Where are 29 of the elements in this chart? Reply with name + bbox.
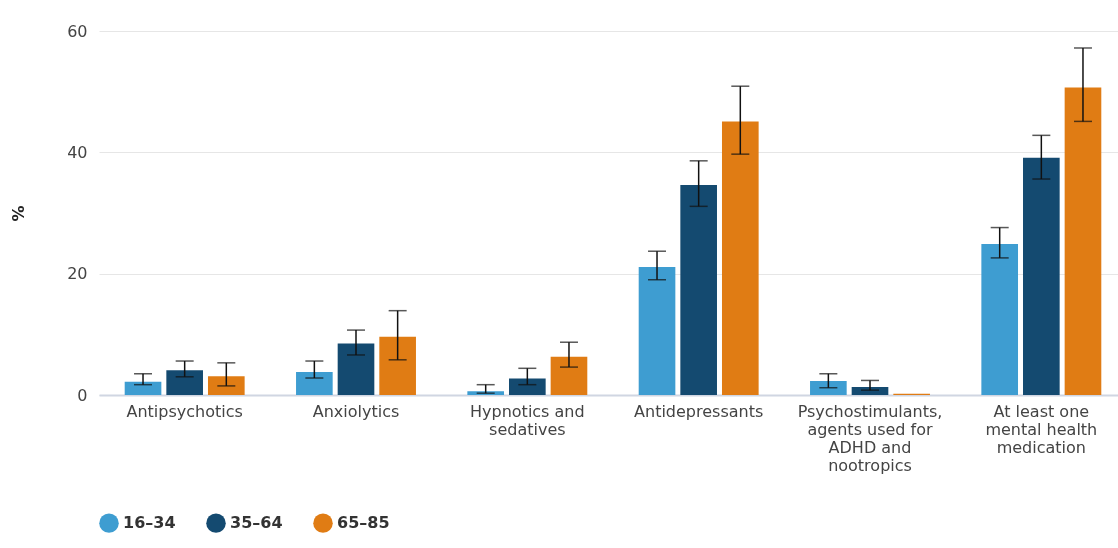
- x-tick-label: Hypnotics and sedatives: [470, 401, 585, 439]
- x-tick-label: Antidepressants: [634, 401, 764, 421]
- bar: [1023, 157, 1060, 395]
- legend-label: 35–64: [230, 513, 283, 533]
- bar: [207, 376, 245, 395]
- bar: [1064, 87, 1102, 395]
- bar: [550, 356, 588, 395]
- x-tick-label: At least one mental health medication: [985, 401, 1098, 457]
- bar: [638, 266, 676, 395]
- bar: [680, 185, 717, 395]
- bar: [721, 121, 759, 395]
- x-tick-label: Antipsychotics: [126, 401, 243, 421]
- bar: [379, 336, 416, 395]
- legend-label: 16–34: [123, 513, 176, 533]
- y-tick-label: 0: [77, 385, 88, 405]
- x-tick-label: Psychostimulants, agents used for ADHD and nootropics: [797, 401, 943, 475]
- y-tick-label: 60: [67, 21, 88, 41]
- y-tick-label: 40: [67, 142, 88, 162]
- bar: [124, 381, 162, 395]
- y-tick-label: 20: [67, 264, 88, 284]
- bar: [509, 378, 546, 395]
- bar: [981, 243, 1019, 395]
- bar: [337, 343, 375, 395]
- bar: [296, 371, 333, 395]
- bar: [166, 370, 203, 395]
- y-axis-title: %: [9, 205, 29, 222]
- bar: [810, 381, 847, 395]
- legend-label: 65–85: [337, 513, 390, 533]
- x-tick-label: Anxiolytics: [312, 401, 400, 421]
